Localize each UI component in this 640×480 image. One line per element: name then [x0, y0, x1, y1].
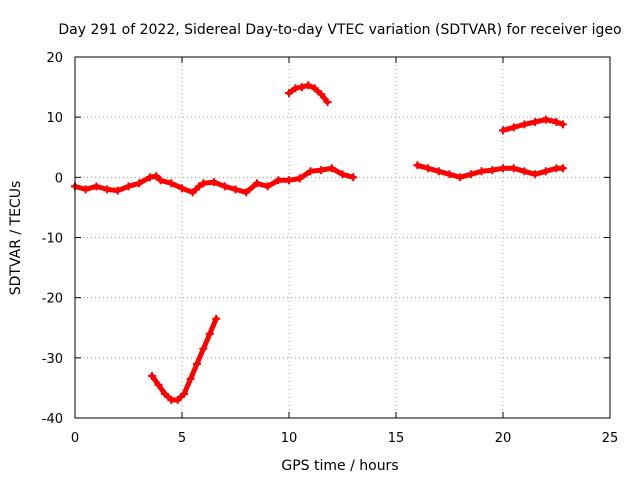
- data-point: [285, 89, 293, 98]
- data-point: [242, 188, 251, 197]
- data-point: [81, 185, 90, 194]
- data-point: [231, 185, 240, 194]
- data-point: [274, 176, 283, 185]
- data-point: [499, 126, 507, 135]
- data-point: [327, 164, 336, 173]
- data-point: [135, 179, 144, 188]
- data-point: [220, 182, 229, 191]
- data-point: [173, 395, 182, 404]
- data-point: [113, 186, 122, 195]
- data-point: [552, 118, 561, 126]
- data-point: [304, 81, 313, 90]
- data-point: [188, 188, 197, 197]
- data-point: [456, 173, 465, 182]
- series-segment-5: [148, 314, 221, 404]
- series-segment-1: [71, 164, 358, 197]
- tick-labels: 0 5 10 15 20 25 -40 -30 -20 -10 0 10 20: [42, 51, 619, 446]
- data-point: [154, 380, 163, 389]
- y-axis-title: SDTVAR / TECUs: [8, 181, 24, 296]
- data-point: [178, 184, 186, 193]
- data-point: [413, 161, 422, 170]
- data-point: [520, 120, 529, 129]
- data-point: [263, 182, 272, 191]
- data-point: [199, 344, 208, 353]
- data-point: [193, 359, 201, 368]
- data-point: [291, 84, 300, 93]
- chart-title: Day 291 of 2022, Sidereal Day-to-day VTE…: [58, 22, 621, 38]
- data-point: [466, 170, 475, 179]
- data-point: [92, 182, 101, 191]
- data-point: [541, 115, 550, 124]
- data-point: [349, 173, 358, 182]
- data-point: [317, 90, 326, 99]
- data-point: [499, 164, 507, 173]
- data-point: [252, 179, 261, 188]
- y-tick-label: 20: [46, 51, 63, 66]
- y-tick-label: -40: [42, 412, 63, 427]
- grid-lines: [75, 57, 610, 418]
- data-point: [531, 170, 540, 179]
- x-tick-label: 15: [388, 431, 405, 446]
- data-point: [317, 166, 326, 175]
- data-point: [323, 98, 332, 107]
- y-tick-label: -30: [42, 352, 63, 367]
- x-tick-label: 5: [178, 431, 186, 446]
- series-trace: [149, 316, 219, 403]
- data-point: [531, 118, 540, 126]
- data-point: [424, 164, 433, 173]
- data-point: [509, 123, 518, 132]
- data-point: [445, 170, 454, 179]
- data-point: [205, 329, 214, 338]
- series-segment-4: [499, 115, 567, 135]
- data-point: [434, 167, 443, 176]
- data-point: [488, 166, 497, 175]
- data-point: [145, 173, 154, 182]
- y-tick-label: 0: [55, 171, 63, 186]
- data-point: [509, 164, 518, 173]
- data-point: [520, 167, 529, 176]
- y-tick-label: 10: [46, 111, 63, 126]
- data-point: [199, 179, 208, 188]
- data-point: [212, 314, 221, 323]
- x-tick-label: 10: [281, 431, 298, 446]
- x-tick-label: 20: [495, 431, 512, 446]
- data-point: [558, 120, 567, 129]
- data-point: [477, 167, 486, 176]
- data-point: [103, 185, 112, 194]
- data-point: [148, 371, 156, 380]
- data-point: [541, 167, 550, 176]
- series-segment-2: [413, 161, 567, 182]
- data-layer: [71, 81, 567, 404]
- y-tick-label: -20: [42, 292, 63, 307]
- data-point: [156, 176, 165, 185]
- data-point: [210, 178, 219, 187]
- data-point: [306, 167, 315, 176]
- series-segment-3: [285, 81, 332, 107]
- data-point: [310, 84, 319, 93]
- data-point: [338, 170, 347, 179]
- data-point: [558, 164, 567, 173]
- x-tick-label: 0: [71, 431, 79, 446]
- axis-ticks: [74, 56, 611, 419]
- data-point: [186, 374, 195, 383]
- data-point: [124, 182, 133, 191]
- x-axis-title: GPS time / hours: [281, 458, 398, 474]
- data-point: [152, 172, 161, 181]
- data-point: [180, 389, 189, 398]
- data-point: [195, 182, 204, 191]
- data-point: [167, 179, 176, 188]
- data-point: [295, 174, 304, 183]
- y-tick-label: -10: [42, 232, 63, 247]
- data-point: [160, 389, 169, 398]
- x-tick-label: 25: [602, 431, 619, 446]
- data-point: [285, 176, 293, 185]
- data-point: [297, 83, 306, 92]
